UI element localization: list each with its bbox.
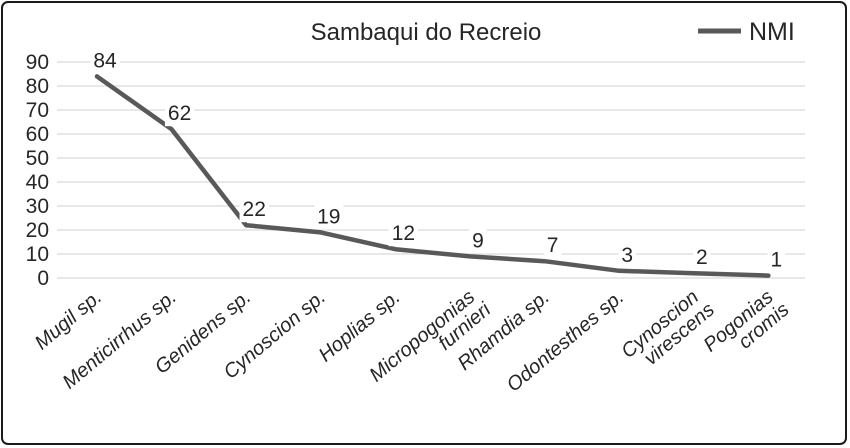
data-label-backing	[469, 228, 487, 254]
data-label: 62	[168, 102, 191, 125]
data-label-backing	[239, 197, 269, 223]
series-line	[94, 74, 771, 278]
data-label: 84	[93, 49, 117, 72]
x-category-label: Mugil sp.	[31, 286, 106, 354]
y-tick-label: 0	[37, 267, 49, 290]
data-label: 12	[392, 222, 415, 245]
y-tick-label: 30	[26, 195, 49, 218]
x-category-label-group: Cynoscionvirescens	[617, 283, 719, 378]
data-label-backing	[90, 48, 120, 74]
data-label-backing	[314, 204, 344, 230]
legend: NMI	[698, 18, 795, 46]
y-tick-label: 70	[26, 99, 49, 122]
legend-label: NMI	[749, 18, 795, 46]
data-label-backing	[618, 242, 637, 268]
x-category-label: Cynoscionvirescens	[617, 283, 719, 378]
data-label-backing	[767, 247, 786, 273]
data-label-backing	[388, 221, 419, 247]
x-category-label-group: Pogoniascromis	[700, 283, 794, 371]
x-category-label-line: Mugil sp.	[31, 286, 106, 354]
y-tick-label: 50	[26, 147, 49, 170]
data-label: 3	[621, 244, 633, 267]
data-label-backing	[692, 245, 711, 271]
y-tick-label: 40	[26, 171, 49, 194]
y-tick-label: 20	[26, 219, 49, 242]
data-label: 2	[696, 246, 708, 269]
data-label: 9	[472, 229, 484, 252]
y-tick-label: 60	[26, 123, 49, 146]
y-tick-label: 80	[26, 75, 49, 98]
data-label: 22	[243, 198, 266, 221]
x-category-label: Pogoniascromis	[700, 283, 794, 371]
x-category-label-group: Mugil sp.	[31, 286, 106, 354]
data-label-backing	[164, 101, 195, 127]
data-label: 19	[317, 205, 340, 228]
data-label-backing	[543, 233, 562, 259]
data-label: 7	[547, 234, 559, 257]
line-chart: Sambaqui do Recreio NMI 0102030405060708…	[26, 18, 805, 396]
y-tick-label: 10	[26, 243, 49, 266]
data-label: 1	[771, 249, 783, 272]
y-tick-label: 90	[26, 51, 49, 74]
chart-title: Sambaqui do Recreio	[311, 19, 542, 46]
